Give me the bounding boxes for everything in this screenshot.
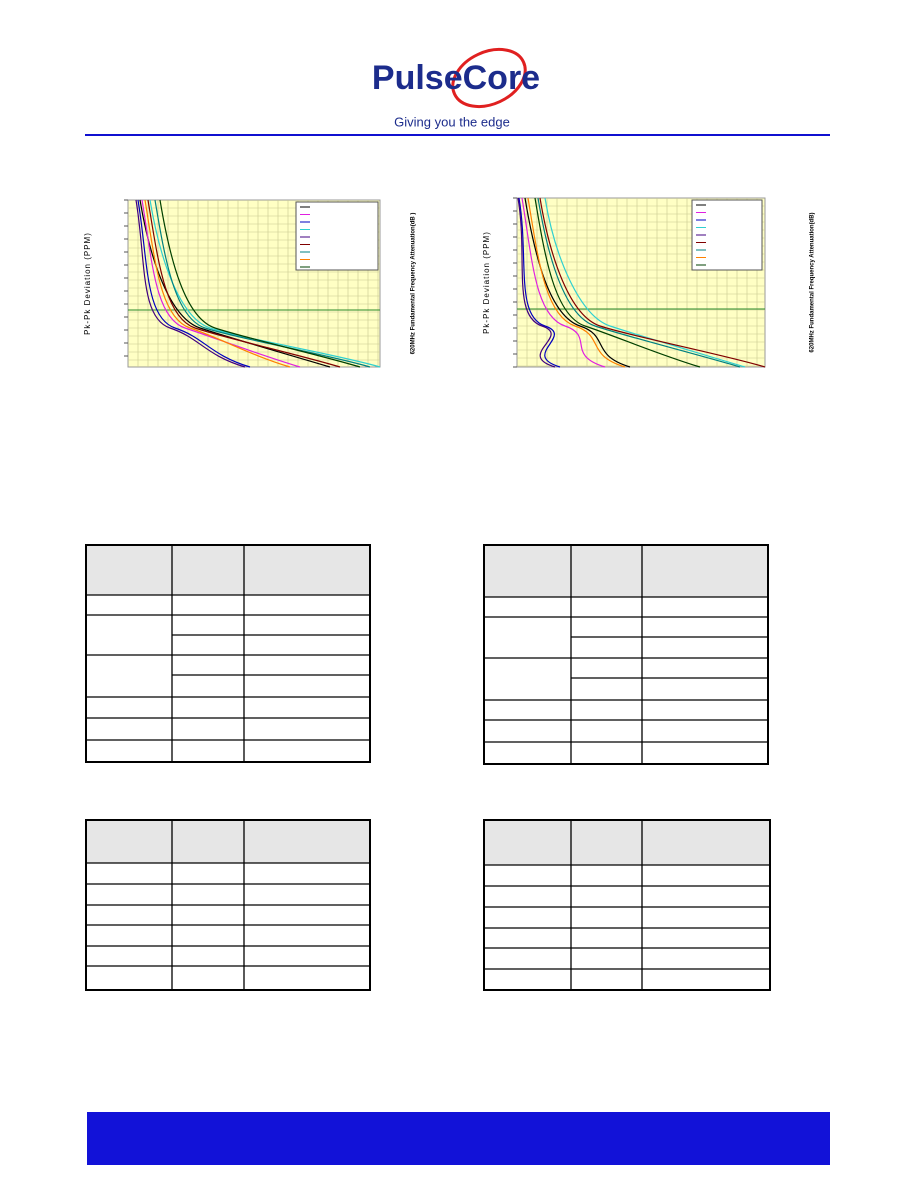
table-header xyxy=(484,820,770,865)
logo: PulseCore xyxy=(372,59,540,97)
curve xyxy=(524,197,631,368)
table-border xyxy=(483,819,771,991)
table-header xyxy=(86,820,370,863)
curve xyxy=(544,197,746,368)
curve xyxy=(144,199,291,368)
curve xyxy=(139,199,331,368)
curve xyxy=(137,199,251,368)
curve xyxy=(517,197,556,368)
curve xyxy=(534,197,701,368)
curve xyxy=(159,199,361,368)
curve xyxy=(539,197,766,368)
table-border xyxy=(85,819,371,991)
table-border xyxy=(483,544,769,765)
curve xyxy=(135,199,246,368)
footer-band xyxy=(87,1112,830,1165)
curve xyxy=(149,199,381,368)
y2-axis-label: 620MHz Fundamental Frequency Attenuation… xyxy=(411,213,417,355)
curve xyxy=(537,197,741,368)
curve xyxy=(147,199,341,368)
curve xyxy=(521,197,606,368)
y-axis-label: Pk-Pk Deviation (PPM) xyxy=(482,231,491,334)
legend xyxy=(295,201,379,271)
curve xyxy=(518,197,561,368)
y2-axis-label: 620MHz Fundamental Frequency Attenuation… xyxy=(810,212,816,352)
curve xyxy=(154,199,371,368)
table-border xyxy=(85,544,371,763)
table-header xyxy=(484,545,768,597)
curve xyxy=(527,197,626,368)
y-axis-label: Pk-Pk Deviation (PPM) xyxy=(83,232,92,335)
logo-swirl xyxy=(451,47,527,109)
table-header xyxy=(86,545,370,595)
curve xyxy=(141,199,301,368)
tagline: Giving you the edge xyxy=(394,114,510,129)
